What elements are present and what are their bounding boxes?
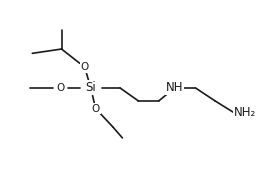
Text: Si: Si	[85, 81, 96, 94]
Text: O: O	[91, 104, 100, 114]
Text: NH₂: NH₂	[234, 106, 257, 119]
Text: NH: NH	[166, 81, 183, 94]
Text: O: O	[81, 62, 89, 72]
Text: O: O	[56, 83, 64, 93]
